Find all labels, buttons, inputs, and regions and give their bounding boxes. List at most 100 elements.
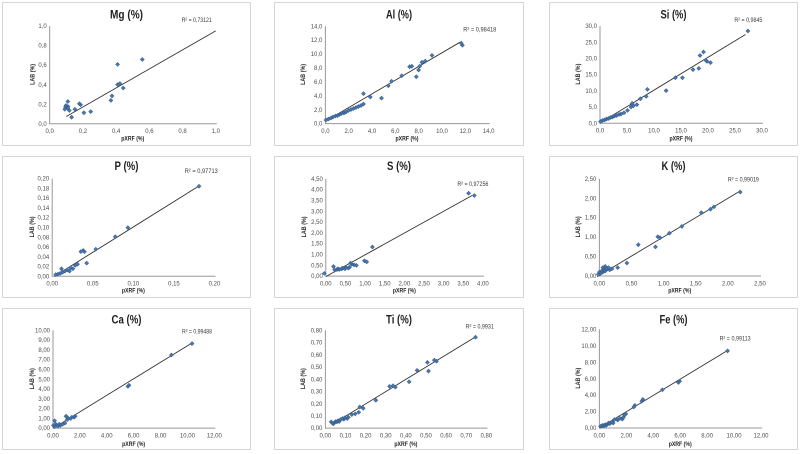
svg-text:pXRF (%): pXRF (%): [122, 288, 145, 295]
svg-text:6,00: 6,00: [128, 433, 140, 439]
svg-text:8,00: 8,00: [155, 433, 167, 439]
svg-text:1,00: 1,00: [359, 281, 371, 287]
svg-text:4,00: 4,00: [477, 281, 489, 287]
svg-text:30,0: 30,0: [756, 129, 768, 135]
svg-text:0,80: 0,80: [481, 433, 493, 439]
svg-text:pXRF (%): pXRF (%): [122, 441, 145, 448]
svg-text:20,0: 20,0: [702, 129, 714, 135]
svg-text:1,50: 1,50: [311, 242, 323, 248]
svg-text:6,00: 6,00: [585, 377, 597, 383]
svg-text:Fe (%): Fe (%): [660, 313, 688, 327]
svg-text:8,00: 8,00: [38, 348, 50, 354]
svg-text:0,20: 0,20: [311, 402, 323, 408]
svg-text:10,0: 10,0: [585, 89, 597, 95]
svg-text:0,00: 0,00: [320, 433, 332, 439]
svg-text:LAB (%): LAB (%): [31, 64, 37, 85]
svg-text:0,00: 0,00: [38, 274, 50, 280]
svg-text:0,10: 0,10: [311, 414, 323, 420]
svg-text:0,30: 0,30: [311, 390, 323, 396]
svg-text:0,06: 0,06: [38, 245, 50, 251]
svg-text:0,00: 0,00: [311, 274, 323, 280]
svg-text:1,50: 1,50: [585, 216, 597, 222]
svg-text:Al (%): Al (%): [386, 8, 412, 22]
svg-text:12,0: 12,0: [459, 129, 471, 135]
svg-text:LAB (%): LAB (%): [301, 64, 307, 85]
svg-text:LAB (%): LAB (%): [30, 216, 36, 237]
svg-text:0,04: 0,04: [38, 255, 50, 261]
svg-text:R² = 0,73121: R² = 0,73121: [182, 18, 213, 24]
svg-text:1,00: 1,00: [585, 235, 597, 241]
svg-text:K (%): K (%): [662, 159, 686, 173]
svg-text:4,0: 4,0: [314, 94, 323, 100]
svg-text:4,00: 4,00: [647, 433, 659, 439]
svg-text:LAB (%): LAB (%): [302, 216, 308, 237]
svg-text:15,0: 15,0: [585, 73, 597, 79]
svg-text:0,0: 0,0: [589, 121, 598, 127]
svg-text:4,00: 4,00: [585, 393, 597, 399]
svg-text:10,00: 10,00: [180, 433, 196, 439]
svg-text:2,50: 2,50: [585, 177, 597, 183]
svg-text:Ti (%): Ti (%): [386, 313, 412, 327]
svg-text:4,0: 4,0: [368, 129, 377, 135]
svg-text:0,50: 0,50: [311, 365, 323, 371]
svg-text:3,50: 3,50: [311, 198, 323, 204]
svg-text:0,40: 0,40: [311, 377, 323, 383]
svg-text:R² = 0,9845: R² = 0,9845: [734, 18, 763, 24]
svg-text:7,00: 7,00: [38, 358, 50, 364]
svg-text:8,00: 8,00: [701, 433, 713, 439]
svg-text:0,50: 0,50: [311, 263, 323, 269]
svg-text:Mg (%): Mg (%): [110, 8, 143, 22]
svg-text:12,00: 12,00: [207, 433, 223, 439]
svg-text:0,60: 0,60: [440, 433, 452, 439]
svg-text:3,00: 3,00: [311, 209, 323, 215]
svg-text:pXRF (%): pXRF (%): [669, 441, 692, 448]
svg-text:0,08: 0,08: [38, 235, 50, 241]
svg-text:0,14: 0,14: [38, 206, 50, 212]
svg-text:0,00: 0,00: [311, 426, 323, 432]
svg-text:6,00: 6,00: [674, 433, 686, 439]
svg-text:5,0: 5,0: [589, 105, 598, 111]
svg-text:Si (%): Si (%): [661, 8, 687, 22]
svg-text:pXRF (%): pXRF (%): [121, 135, 144, 142]
svg-text:0,00: 0,00: [585, 426, 597, 432]
svg-text:12,00: 12,00: [753, 433, 769, 439]
svg-text:0,20: 0,20: [209, 282, 221, 288]
svg-text:2,00: 2,00: [620, 433, 632, 439]
svg-text:R² = 0,99113: R² = 0,99113: [720, 337, 752, 343]
svg-text:R² = 0,98418: R² = 0,98418: [463, 28, 497, 34]
svg-text:0,00: 0,00: [585, 274, 597, 280]
svg-text:0,16: 0,16: [38, 196, 50, 202]
svg-text:0,20: 0,20: [38, 177, 50, 183]
svg-text:30,0: 30,0: [585, 24, 597, 30]
svg-text:0,50: 0,50: [626, 281, 638, 287]
svg-text:0,80: 0,80: [311, 328, 323, 334]
svg-text:1,00: 1,00: [658, 281, 670, 287]
svg-text:0,6: 0,6: [145, 129, 154, 135]
svg-text:LAB (%): LAB (%): [576, 368, 582, 389]
svg-text:0,0: 0,0: [38, 122, 47, 128]
svg-text:1,50: 1,50: [379, 281, 391, 287]
svg-text:25,0: 25,0: [729, 129, 741, 135]
svg-text:12,0: 12,0: [311, 38, 323, 44]
svg-text:pXRF (%): pXRF (%): [393, 288, 416, 295]
svg-text:0,0: 0,0: [46, 129, 55, 135]
svg-text:4,00: 4,00: [311, 188, 323, 194]
svg-text:0,2: 0,2: [38, 102, 47, 108]
svg-text:0,4: 0,4: [38, 83, 47, 89]
svg-text:R² = 0,97256: R² = 0,97256: [457, 182, 489, 188]
svg-text:4,00: 4,00: [101, 433, 113, 439]
svg-text:8,0: 8,0: [314, 66, 323, 72]
svg-text:10,0: 10,0: [311, 52, 323, 58]
svg-text:10,0: 10,0: [648, 129, 660, 135]
svg-text:12,00: 12,00: [581, 327, 597, 333]
svg-text:6,0: 6,0: [314, 80, 323, 86]
svg-text:3,00: 3,00: [38, 397, 50, 403]
svg-text:R² = 0,97713: R² = 0,97713: [185, 169, 219, 175]
svg-text:0,50: 0,50: [420, 433, 432, 439]
svg-text:0,30: 0,30: [380, 433, 392, 439]
svg-text:0,2: 0,2: [79, 129, 88, 135]
svg-text:0,10: 0,10: [340, 433, 352, 439]
svg-text:1,00: 1,00: [311, 253, 323, 259]
svg-text:R² = 0,9931: R² = 0,9931: [466, 325, 495, 331]
svg-text:1,0: 1,0: [38, 24, 47, 30]
